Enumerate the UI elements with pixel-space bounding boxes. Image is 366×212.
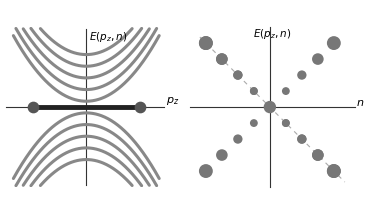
Point <box>235 73 241 77</box>
Point <box>235 73 241 77</box>
Point <box>251 121 257 125</box>
Point <box>219 153 225 157</box>
Point <box>203 41 209 45</box>
Text: $n$: $n$ <box>356 98 364 108</box>
Point <box>315 153 321 157</box>
Point <box>235 137 241 141</box>
Point <box>219 57 225 61</box>
Point <box>30 105 36 109</box>
Point <box>315 57 321 61</box>
Point <box>203 169 209 173</box>
Point <box>283 89 289 93</box>
Point <box>251 89 257 93</box>
Text: $E(p_z, n)$: $E(p_z, n)$ <box>89 30 127 44</box>
Point <box>283 121 289 125</box>
Point <box>331 41 337 45</box>
Point <box>267 105 273 109</box>
Point <box>219 57 225 61</box>
Point <box>331 169 337 173</box>
Point <box>299 137 305 141</box>
Text: $p_z$: $p_z$ <box>167 95 180 107</box>
Point <box>299 137 305 141</box>
Point <box>251 89 257 93</box>
Point <box>315 153 321 157</box>
Text: $E(p_z, n)$: $E(p_z, n)$ <box>253 27 291 41</box>
Point <box>203 41 209 45</box>
Point <box>331 169 337 173</box>
Point <box>299 73 305 77</box>
Point <box>283 121 289 125</box>
Point <box>137 105 143 109</box>
